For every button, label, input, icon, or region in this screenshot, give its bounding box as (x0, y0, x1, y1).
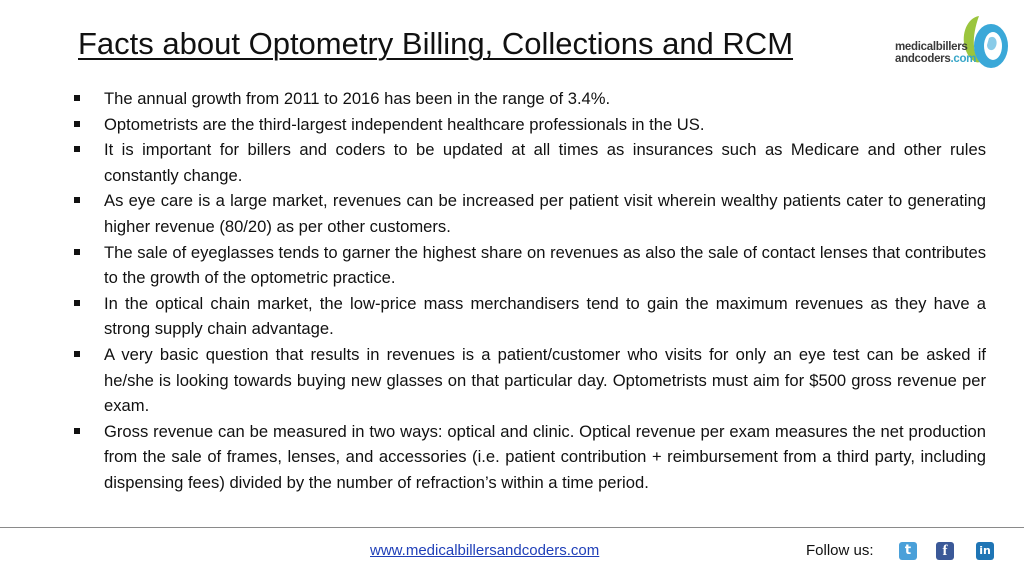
logo-text-line1: medicalbillers (895, 41, 968, 53)
square-bullet-icon (74, 427, 80, 434)
twitter-icon[interactable]: t (899, 542, 917, 560)
square-bullet-icon (74, 146, 80, 153)
list-item: A very basic question that results in re… (74, 342, 986, 419)
facebook-icon[interactable]: f (936, 542, 954, 560)
list-item: Gross revenue can be measured in two way… (74, 419, 986, 496)
list-item-text: As eye care is a large market, revenues … (104, 191, 986, 236)
website-link[interactable]: www.medicalbillersandcoders.com (370, 542, 600, 559)
square-bullet-icon (74, 95, 80, 101)
list-item: The sale of eyeglasses tends to garner t… (74, 240, 986, 291)
facts-list: The annual growth from 2011 to 2016 has … (74, 86, 986, 496)
logo-mark-icon (963, 16, 1008, 68)
list-item: It is important for billers and coders t… (74, 137, 986, 188)
logo-text-line2: andcoders.com (895, 53, 976, 65)
list-item-text: A very basic question that results in re… (104, 344, 986, 416)
company-logo: medicalbillers andcoders.com (893, 12, 1015, 72)
square-bullet-icon (74, 299, 80, 306)
list-item-text: It is important for billers and coders t… (104, 140, 986, 185)
list-item-text: Optometrists are the third-largest indep… (104, 114, 705, 134)
list-item: The annual growth from 2011 to 2016 has … (74, 86, 986, 112)
square-bullet-icon (74, 350, 80, 357)
square-bullet-icon (74, 120, 80, 127)
list-item-text: In the optical chain market, the low-pri… (104, 293, 986, 339)
list-item-text: Gross revenue can be measured in two way… (104, 421, 986, 492)
list-item: As eye care is a large market, revenues … (74, 188, 986, 239)
square-bullet-icon (74, 197, 80, 204)
logo-text-main: andcoders (895, 53, 951, 65)
list-item-text: The sale of eyeglasses tends to garner t… (104, 242, 986, 288)
list-item: In the optical chain market, the low-pri… (74, 291, 986, 342)
square-bullet-icon (74, 248, 80, 255)
page-title: Facts about Optometry Billing, Collectio… (78, 26, 794, 61)
follow-us-label: Follow us: (806, 542, 874, 559)
list-item: Optometrists are the third-largest indep… (74, 112, 986, 138)
logo-text-suffix: .com (950, 53, 977, 65)
list-item-text: The annual growth from 2011 to 2016 has … (104, 89, 611, 108)
footer-divider (0, 527, 1024, 528)
linkedin-icon[interactable]: in (976, 542, 994, 560)
